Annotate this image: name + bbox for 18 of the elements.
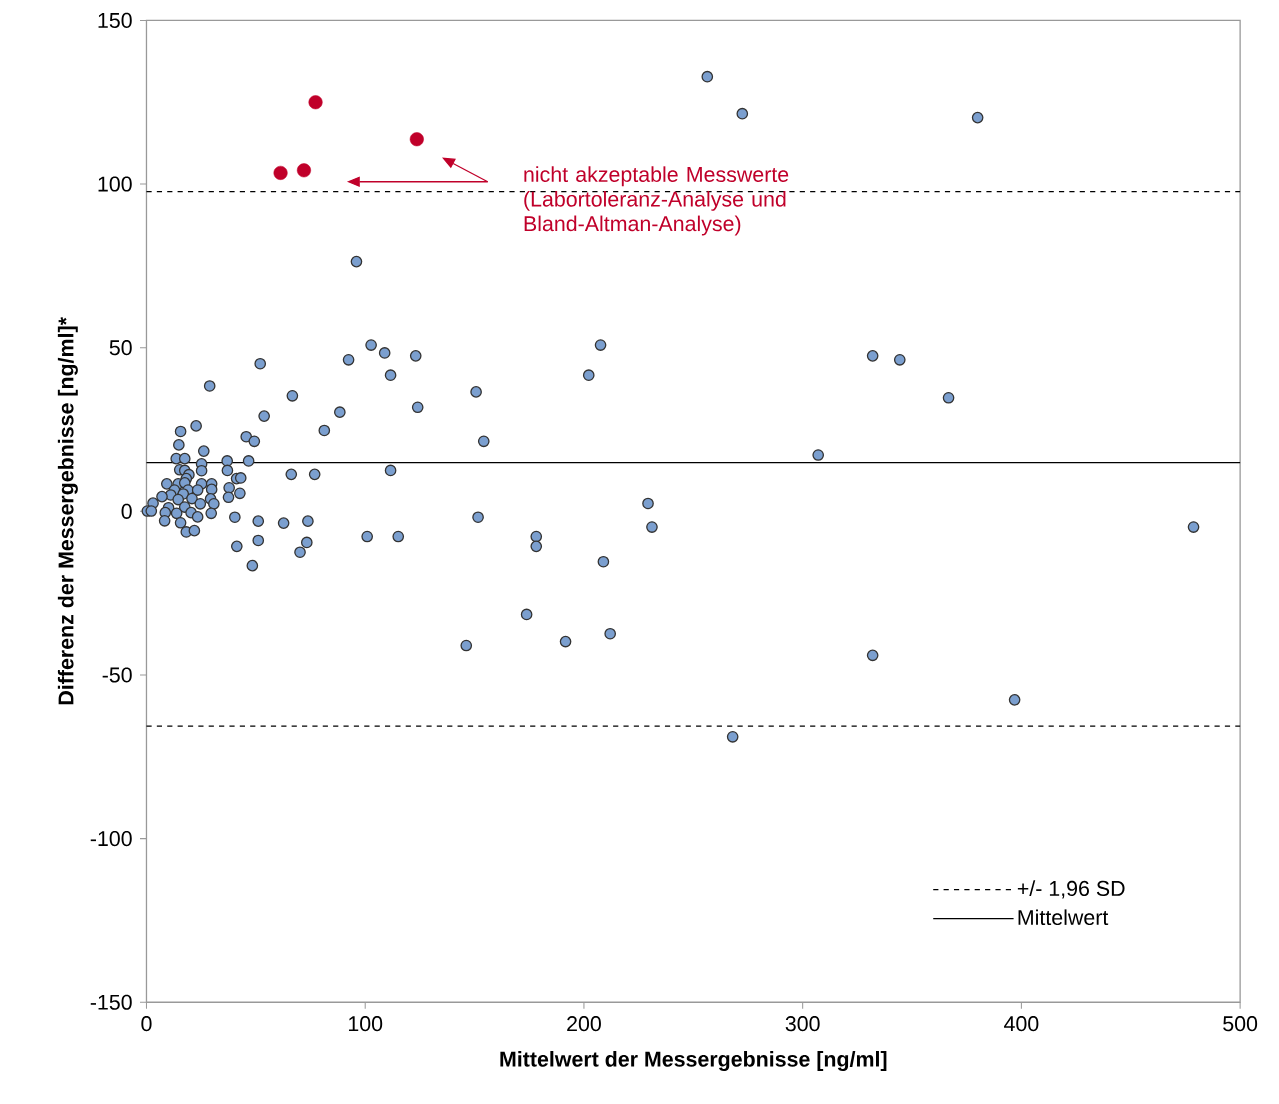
- y-tick-label: 100: [98, 176, 132, 192]
- annotation: nicht akzeptable Messwerte (Labortoleranz-Analyse und Bland-Altman-Analyse): [524, 166, 789, 236]
- y-tick-label: 0: [121, 503, 132, 519]
- x-tick-label: 300: [785, 1015, 820, 1032]
- x-tick-label: 200: [567, 1015, 601, 1032]
- legend-label: +/- 1,96 SD: [1017, 880, 1125, 899]
- y-tick-label: -50: [102, 667, 132, 683]
- y-tick-label: -150: [90, 994, 132, 1010]
- y-tick-label: 50: [109, 339, 132, 356]
- x-tick-label: 500: [1223, 1015, 1258, 1032]
- y-axis-title: Differenz der Messergebnisse [ng/ml]*: [57, 316, 78, 705]
- legend-label: Mittelwert: [1018, 909, 1109, 925]
- x-tick-label: 100: [348, 1015, 383, 1032]
- x-axis-title: Mittelwert der Messergebnisse [ng/ml]: [500, 1050, 887, 1071]
- y-tick-label: 150: [98, 12, 132, 28]
- y-tick-label: -100: [90, 830, 132, 847]
- x-tick-label: 400: [1004, 1015, 1039, 1032]
- x-tick-label: 0: [141, 1015, 152, 1032]
